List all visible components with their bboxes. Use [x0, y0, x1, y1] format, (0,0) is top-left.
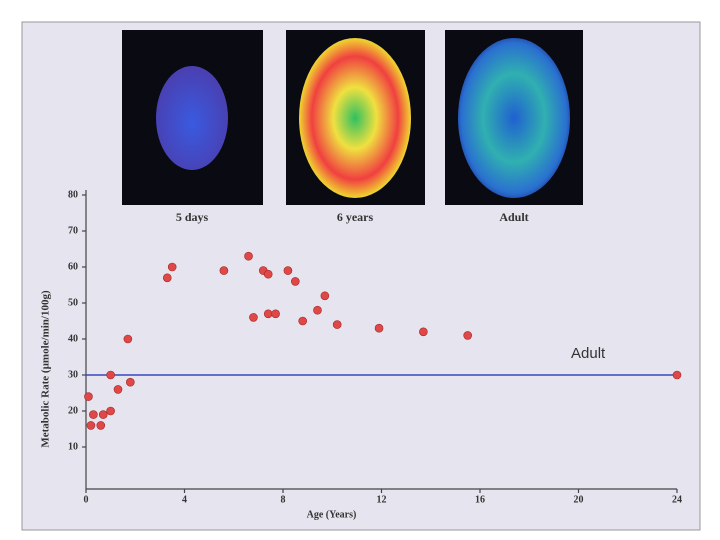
data-point — [106, 406, 115, 416]
data-point — [219, 266, 229, 275]
x-tick-label: 12 — [377, 494, 387, 505]
data-point — [419, 327, 428, 337]
reference-label: Adult — [571, 345, 606, 362]
data-point — [113, 385, 123, 394]
y-tick-label: 10 — [68, 441, 78, 452]
data-point — [291, 277, 300, 286]
data-point — [263, 269, 273, 279]
data-point — [374, 323, 384, 333]
y-tick-label: 20 — [68, 405, 78, 416]
data-point — [86, 421, 96, 430]
y-tick-label: 70 — [68, 225, 78, 236]
data-point — [263, 309, 273, 319]
data-point — [123, 334, 133, 344]
y-tick-label: 80 — [68, 189, 78, 200]
y-axis-label: Metabolic Rate (µmole/min/100g) — [40, 290, 52, 448]
image-caption: 6 years — [337, 210, 374, 224]
x-tick-label: 4 — [182, 494, 187, 505]
data-point — [313, 305, 322, 315]
brain-scan — [156, 66, 228, 170]
image-caption: 5 days — [176, 210, 209, 224]
data-point — [271, 309, 280, 319]
y-tick-label: 60 — [68, 261, 78, 272]
image-caption: Adult — [499, 210, 528, 224]
data-point — [84, 392, 93, 401]
y-tick-label: 50 — [68, 297, 78, 308]
y-tick-label: 30 — [68, 369, 78, 380]
data-point — [244, 251, 253, 261]
data-point — [249, 313, 258, 322]
x-tick-label: 24 — [672, 494, 682, 505]
data-point — [298, 316, 308, 326]
x-axis-label: Age (Years) — [307, 509, 357, 520]
brain-scan — [458, 38, 570, 198]
brain-scan — [299, 38, 411, 198]
data-point — [162, 273, 172, 283]
brain-images — [122, 30, 583, 205]
data-point — [96, 421, 106, 430]
data-point — [167, 262, 177, 272]
x-tick-label: 20 — [574, 494, 584, 505]
data-point — [672, 370, 682, 380]
y-tick-label: 40 — [68, 333, 78, 344]
data-point — [126, 377, 135, 387]
data-point — [89, 410, 98, 419]
x-tick-label: 8 — [281, 494, 286, 505]
x-tick-label: 16 — [475, 494, 485, 505]
data-point — [98, 410, 108, 419]
data-point — [320, 291, 330, 301]
x-tick-label: 0 — [84, 494, 89, 505]
data-point — [332, 320, 342, 329]
data-point — [283, 266, 293, 275]
data-point — [106, 370, 115, 380]
data-point — [463, 331, 472, 340]
